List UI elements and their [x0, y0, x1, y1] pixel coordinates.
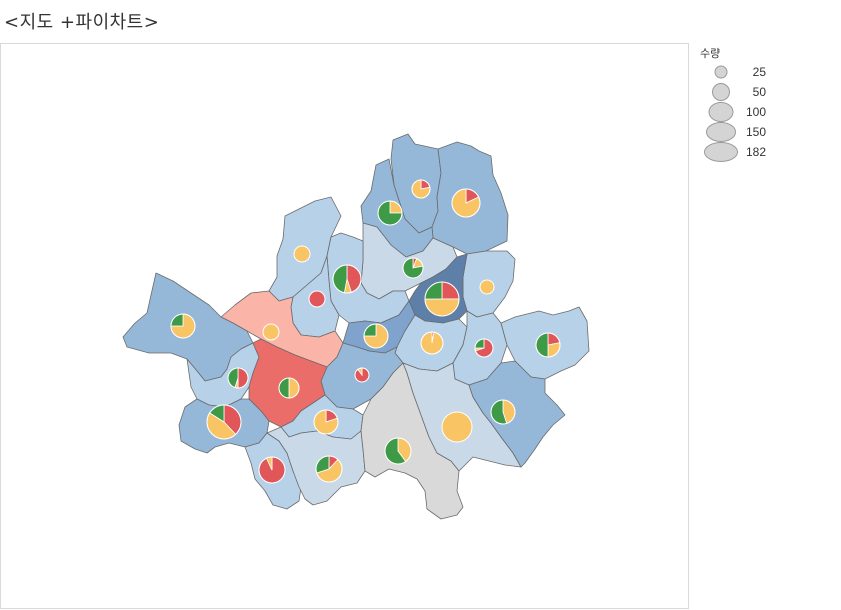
pie-outline: [170, 313, 196, 339]
pie-marker[interactable]: [363, 323, 389, 349]
seoul-district-map[interactable]: [1, 44, 690, 610]
pie-marker[interactable]: [420, 331, 444, 355]
pie-marker[interactable]: [474, 338, 494, 358]
pie-outline: [474, 338, 494, 358]
legend-item: 150: [700, 122, 830, 142]
pie-marker[interactable]: [262, 323, 280, 341]
pie-slice[interactable]: [308, 290, 326, 308]
legend-circle-icon: [704, 142, 738, 162]
pie-outline: [402, 257, 424, 279]
pie-slice[interactable]: [262, 323, 280, 341]
pie-outline: [206, 404, 242, 440]
legend-label: 50: [752, 85, 766, 99]
pie-marker[interactable]: [315, 455, 343, 483]
pie-outline: [278, 377, 300, 399]
pie-outline: [411, 179, 431, 199]
pie-marker[interactable]: [384, 437, 412, 465]
legend-item: 182: [700, 142, 830, 162]
legend-title: 수량: [700, 48, 721, 60]
pie-marker[interactable]: [535, 332, 561, 358]
legend-circle-icon: [706, 122, 736, 142]
pie-marker[interactable]: [332, 264, 362, 294]
pie-marker[interactable]: [411, 179, 431, 199]
pie-outline: [535, 332, 561, 358]
pie-marker[interactable]: [313, 409, 339, 435]
district-region[interactable]: [468, 360, 566, 468]
pie-outline: [451, 188, 481, 218]
pie-outline: [258, 456, 286, 484]
pie-marker[interactable]: [451, 188, 481, 218]
page-title: <지도 +파이차트>: [4, 12, 160, 33]
pie-outline: [227, 367, 249, 389]
legend-circle-icon: [714, 65, 728, 79]
pie-outline: [377, 200, 403, 226]
legend-label: 100: [745, 105, 766, 119]
pie-marker[interactable]: [354, 367, 370, 383]
legend-label: 182: [745, 145, 766, 159]
pie-outline: [354, 367, 370, 383]
pie-marker[interactable]: [170, 313, 196, 339]
pie-marker[interactable]: [377, 200, 403, 226]
legend-label: 150: [745, 125, 766, 139]
pie-outline: [332, 264, 362, 294]
pie-marker[interactable]: [424, 281, 460, 317]
pie-outline: [315, 455, 343, 483]
pie-marker[interactable]: [490, 399, 516, 425]
size-legend: 수량 25 50 100 150 182: [700, 46, 830, 162]
pie-outline: [363, 323, 389, 349]
pie-marker[interactable]: [402, 257, 424, 279]
pie-marker[interactable]: [206, 404, 242, 440]
pie-marker[interactable]: [227, 367, 249, 389]
pie-marker[interactable]: [479, 279, 495, 295]
pie-marker[interactable]: [258, 456, 286, 484]
pie-outline: [420, 331, 444, 355]
pie-marker[interactable]: [293, 245, 311, 263]
map-panel[interactable]: [0, 43, 689, 609]
legend-item: 50: [700, 82, 830, 102]
legend-item: 25: [700, 62, 830, 82]
legend-label: 25: [752, 65, 766, 79]
district-region[interactable]: [326, 232, 410, 324]
pie-slice[interactable]: [293, 245, 311, 263]
pie-outline: [424, 281, 460, 317]
pie-marker[interactable]: [278, 377, 300, 399]
pie-marker[interactable]: [308, 290, 326, 308]
legend-item: 100: [700, 102, 830, 122]
legend-circle-icon: [708, 102, 734, 122]
pie-outline: [490, 399, 516, 425]
legend-circle-icon: [712, 83, 730, 101]
pie-slice[interactable]: [441, 411, 473, 443]
pie-outline: [313, 409, 339, 435]
pie-outline: [384, 437, 412, 465]
pie-slice[interactable]: [479, 279, 495, 295]
pie-marker[interactable]: [441, 411, 473, 443]
